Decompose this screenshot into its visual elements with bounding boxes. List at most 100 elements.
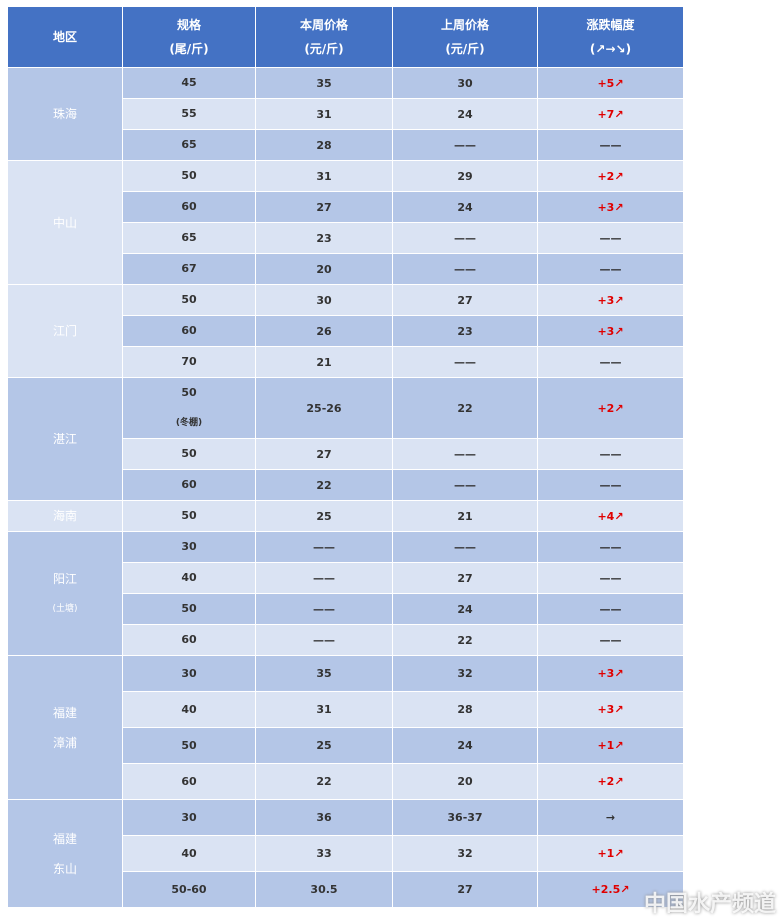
last-week-price: —— [392, 469, 538, 501]
region-cell: 江门 [7, 284, 123, 378]
table-row: 50 27 —— —— [8, 438, 684, 470]
price-change: —— [537, 222, 684, 254]
last-week-price: 28 [392, 691, 538, 728]
spec-cell: 50-60 [122, 871, 256, 908]
header-row: 地区 规格 (尾/斤) 本周价格 (元/斤) 上周价格 (元/斤) 涨跌幅度 (↗→↘) [7, 6, 684, 68]
table-row: 福建 漳浦 30 35 32 +3↗ [7, 655, 684, 800]
region-cell: 福建 漳浦 [7, 655, 123, 800]
spec-text: 65 [181, 231, 197, 244]
this-week-price: 31 [255, 160, 393, 192]
spec-text: 50 [181, 169, 197, 182]
spec-cell: 45 [122, 67, 256, 99]
last-week-price: 24 [392, 98, 538, 130]
spec-cell: 40 [122, 691, 256, 728]
price-change: +2↗ [537, 763, 684, 800]
this-week-price: —— [255, 562, 393, 594]
spec-text: 40 [181, 702, 197, 716]
region-name: 漳浦 [52, 735, 77, 750]
spec-cell: 50 [122, 438, 256, 470]
last-week-price: —— [392, 438, 538, 470]
region-cell: 海南 [7, 500, 123, 532]
this-week-price: 22 [255, 763, 393, 800]
spec-text: 30 [181, 540, 197, 553]
last-week-price: 24 [392, 727, 538, 764]
header-text: (元/斤) [445, 42, 485, 56]
spec-cell: 65 [122, 129, 256, 161]
spec-cell: 50 (冬棚) [122, 377, 256, 439]
spec-text: 70 [181, 355, 197, 368]
this-week-price: 27 [255, 438, 393, 470]
last-week-price: —— [392, 531, 538, 563]
table-row: 55 31 24 +7↗ [8, 98, 684, 130]
last-week-price: —— [392, 129, 538, 161]
price-change: +3↗ [537, 315, 684, 347]
spec-text: 60 [181, 774, 197, 788]
last-week-price: 27 [392, 284, 538, 316]
table-row: 70 21 —— —— [8, 346, 684, 378]
spec-cell: 67 [122, 253, 256, 285]
last-week-price: 23 [392, 315, 538, 347]
spec-cell: 60 [122, 763, 256, 800]
region-cell: 中山 [7, 160, 123, 285]
last-week-price: 20 [392, 763, 538, 800]
region-name: 福建 [52, 705, 77, 720]
last-week-price: —— [392, 253, 538, 285]
this-week-price: —— [255, 531, 393, 563]
spec-text: 60 [181, 478, 197, 491]
price-change: —— [537, 346, 684, 378]
spec-cell: 50 [122, 727, 256, 764]
this-week-price: 30 [255, 284, 393, 316]
this-week-price: 20 [255, 253, 393, 285]
spec-text: 55 [181, 107, 197, 120]
last-week-price: 27 [392, 562, 538, 594]
price-change: —— [537, 253, 684, 285]
spec-text: 40 [181, 846, 197, 860]
header-text: 本周价格 [299, 18, 348, 32]
last-week-price: 22 [392, 377, 538, 439]
spec-cell: 60 [122, 469, 256, 501]
price-change: —— [537, 531, 684, 563]
header-text: 上周价格 [440, 18, 489, 32]
last-week-price: —— [392, 222, 538, 254]
this-week-price: 28 [255, 129, 393, 161]
spec-cell: 40 [122, 562, 256, 594]
this-week-price: 21 [255, 346, 393, 378]
spec-cell: 50 [122, 284, 256, 316]
spec-cell: 30 [122, 531, 256, 563]
region-name: 阳江 [52, 571, 77, 586]
spec-cell: 40 [122, 835, 256, 872]
spec-cell: 50 [122, 500, 256, 532]
spec-cell: 30 [122, 655, 256, 692]
this-week-price: 26 [255, 315, 393, 347]
spec-cell: 60 [122, 315, 256, 347]
region-cell: 湛江 [7, 377, 123, 501]
table-row: 65 23 —— —— [8, 222, 684, 254]
table-row: 江门 50 30 27 +3↗ [7, 284, 684, 378]
spec-cell: 65 [122, 222, 256, 254]
spec-text: 50 [181, 386, 197, 399]
this-week-price: 27 [255, 191, 393, 223]
table-row: 50-60 30.5 27 +2.5↗ [8, 871, 684, 908]
spec-cell: 60 [122, 191, 256, 223]
price-change: —— [537, 593, 684, 625]
table-row: 60 —— 22 —— [8, 624, 684, 656]
spec-text: 60 [181, 324, 197, 337]
spec-text: 50 [181, 738, 197, 752]
last-week-price: 30 [392, 67, 538, 99]
spec-text: 50 [181, 509, 197, 522]
this-week-price: 35 [255, 655, 393, 692]
spec-text: 50 [181, 447, 197, 460]
spec-text: 60 [181, 200, 197, 213]
region-name: 珠海 [52, 107, 77, 121]
price-change: —— [537, 469, 684, 501]
this-week-price: —— [255, 624, 393, 656]
spec-cell: 30 [122, 799, 256, 836]
table-row: 阳江 (土塘) 30 —— —— —— [7, 531, 684, 656]
region-name: 福建 [52, 831, 77, 846]
header-text: 规格 [176, 18, 201, 32]
table-body: 珠海 45 35 30 +5↗ 55 31 24 +7↗ 65 28 —— —— 中山 50 31 29 +2↗ 6… [7, 67, 684, 908]
spec-text: (冬棚) [175, 418, 203, 428]
this-week-price: 25-26 [255, 377, 393, 439]
price-change: +3↗ [537, 191, 684, 223]
